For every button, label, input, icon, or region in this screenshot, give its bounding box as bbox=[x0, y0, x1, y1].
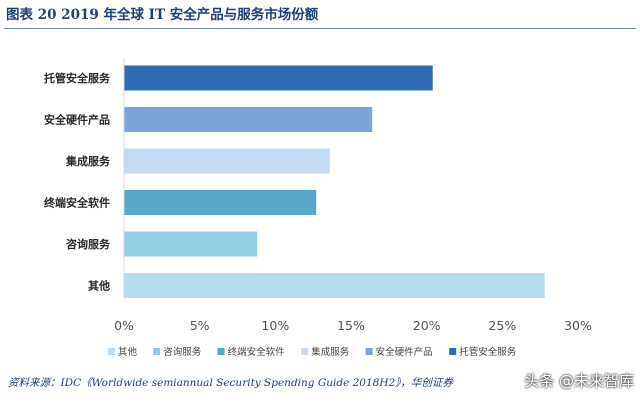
legend-swatch bbox=[153, 348, 161, 355]
bar bbox=[124, 273, 545, 298]
category-label: 终端安全软件 bbox=[44, 196, 110, 210]
figure-title: 图表 20 2019 年全球 IT 安全产品与服务市场份额 bbox=[6, 7, 319, 23]
x-tick-label: 10% bbox=[261, 318, 289, 333]
legend-label: 安全硬件产品 bbox=[376, 346, 433, 358]
legend-swatch bbox=[108, 348, 115, 355]
x-tick-label: 15% bbox=[337, 318, 365, 333]
category-label: 其他 bbox=[88, 279, 110, 293]
legend-swatch bbox=[365, 348, 373, 355]
legend-swatch bbox=[449, 348, 457, 355]
legend-label: 咨询服务 bbox=[163, 346, 202, 358]
x-tick-label: 20% bbox=[413, 318, 441, 333]
x-tick-label: 0% bbox=[114, 318, 134, 333]
legend: 其他 咨询服务 终端安全软件 集成服务 安全硬件产品 托管安全服务 bbox=[108, 346, 517, 358]
legend-label: 集成服务 bbox=[311, 346, 350, 358]
category-label: 托管安全服务 bbox=[44, 71, 111, 85]
legend-label: 其他 bbox=[118, 346, 138, 358]
bar bbox=[124, 148, 330, 174]
legend-label: 终端安全软件 bbox=[228, 346, 286, 358]
x-axis-ticks: 0% 5% 10% 15% 20% 25% 30% bbox=[114, 318, 592, 333]
legend-swatch bbox=[217, 348, 225, 355]
source-note: 资料来源：IDC《Worldwide semiannual Security S… bbox=[8, 377, 453, 389]
category-label: 集成服务 bbox=[65, 154, 111, 168]
legend-swatch bbox=[301, 348, 309, 355]
title-divider bbox=[4, 28, 636, 29]
x-tick-label: 5% bbox=[190, 318, 210, 333]
x-tick-label: 25% bbox=[488, 318, 516, 333]
category-label: 咨询服务 bbox=[66, 237, 111, 251]
bar bbox=[124, 65, 433, 91]
bars bbox=[123, 58, 545, 298]
category-label: 安全硬件产品 bbox=[44, 113, 110, 127]
bar bbox=[124, 231, 258, 257]
x-tick-label: 30% bbox=[564, 318, 592, 333]
watermark: 头条 @未来智库 bbox=[524, 372, 634, 390]
bar bbox=[124, 107, 373, 132]
bar bbox=[124, 190, 317, 215]
legend-label: 托管安全服务 bbox=[459, 346, 517, 358]
